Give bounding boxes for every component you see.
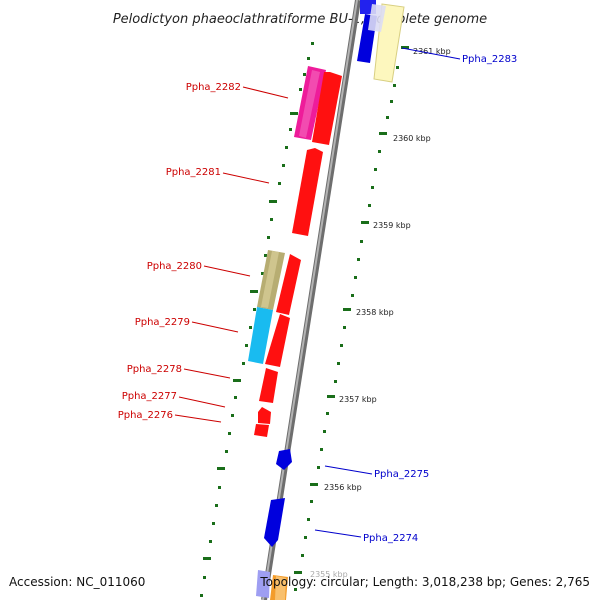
gene-ppha-2276[interactable] [254,424,269,437]
gene-ppha-2274[interactable] [264,498,285,547]
gene-label-ppha-2277[interactable]: Ppha_2277 [122,391,177,402]
right-dotted-track [294,46,409,591]
gene-ppha-2279[interactable] [248,307,273,364]
leader-ppha-2278 [183,368,231,379]
gene-ppha-2275[interactable] [276,449,292,470]
leader-ppha-2275 [324,465,373,475]
kbp-label-2355: 2355 kbp [310,570,348,579]
kbp-label-2356: 2356 kbp [324,483,362,492]
gene-label-ppha-2281[interactable]: Ppha_2281 [166,167,221,178]
gene-ppha-2282-neighbor[interactable] [312,72,342,145]
gene-label-ppha-2274[interactable]: Ppha_2274 [363,533,418,544]
gene-label-ppha-2282[interactable]: Ppha_2282 [186,82,241,93]
gene-ppha-2282-highlight [299,70,320,138]
leader-ppha-2279 [191,321,239,333]
gene-label-ppha-2280[interactable]: Ppha_2280 [147,261,202,272]
kbp-label-2357: 2357 kbp [339,395,377,404]
gene-ppha-2279-arrow[interactable] [265,314,290,367]
kbp-label-2360: 2360 kbp [393,134,431,143]
gene-ppha-2280-highlight [261,251,279,308]
kbp-label-2359: 2359 kbp [373,221,411,230]
gene-label-ppha-2276[interactable]: Ppha_2276 [118,410,173,421]
gene-label-ppha-2278[interactable]: Ppha_2278 [127,364,182,375]
gene-label-ppha-2275[interactable]: Ppha_2275 [374,469,429,480]
map-title: Pelodictyon phaeoclathratiforme BU-1, co… [113,12,487,27]
gene-arrow-orange-highlight [275,576,286,600]
gene-label-ppha-2283[interactable]: Ppha_2283 [462,54,517,65]
leader-ppha-2280 [203,265,251,277]
gene-ppha-2278[interactable] [259,368,278,403]
leader-ppha-2276 [174,414,222,423]
accession-label: Accession: NC_011060 [9,575,145,589]
gene-label-ppha-2279[interactable]: Ppha_2279 [135,317,190,328]
leader-ppha-2281 [222,172,270,184]
leader-ppha-2283 [401,47,461,60]
gene-arrow-lavender-bottom[interactable] [256,570,270,598]
gene-overlap-highlight [368,4,386,32]
leader-ppha-2277 [178,396,226,408]
gene-ppha-2280-arrow[interactable] [276,254,301,315]
topology-label: Topology: circular; Length: 3,018,238 bp… [259,575,590,589]
kbp-label-2358: 2358 kbp [356,308,394,317]
leader-ppha-2282 [242,86,289,99]
gene-ppha-2281[interactable] [292,148,323,236]
left-dotted-track [200,42,314,597]
kbp-label-2361: 2361 kbp [413,47,451,56]
leader-ppha-2274 [314,529,362,538]
gene-ppha-2277[interactable] [258,407,271,424]
